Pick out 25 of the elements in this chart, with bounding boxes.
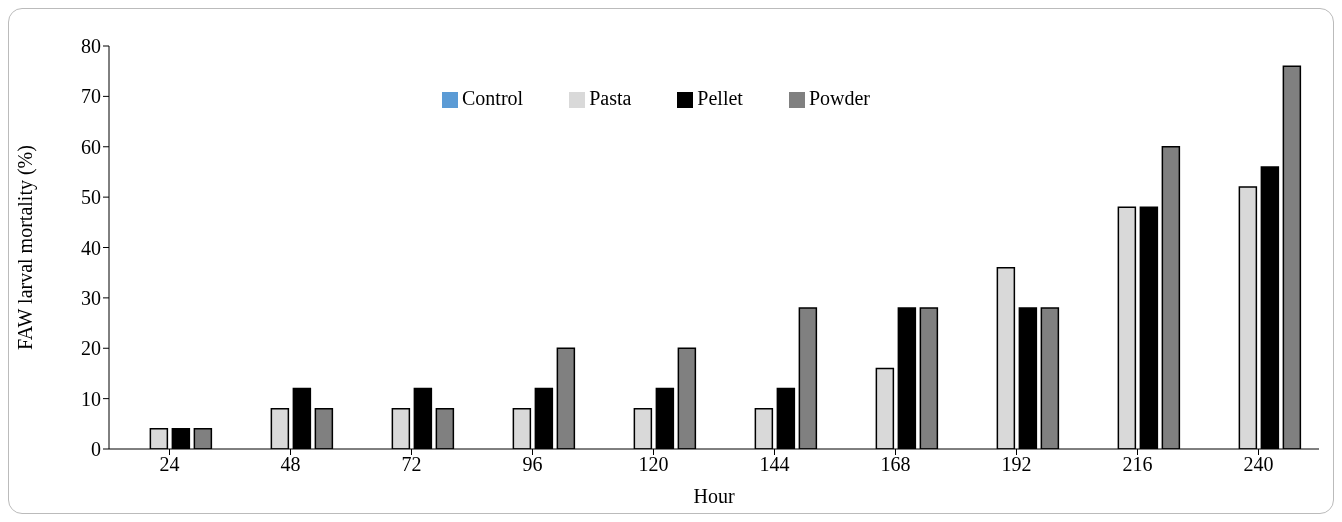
x-tick-label: 96 [522, 453, 543, 476]
y-tick-label: 10 [81, 387, 101, 410]
y-tick-label: 80 [81, 35, 101, 58]
y-axis-title: FAW larval mortality (%) [14, 145, 38, 350]
x-tick-label: 216 [1122, 453, 1153, 476]
x-axis-title: Hour [693, 485, 735, 507]
x-tick-label: 168 [880, 453, 911, 476]
y-tick-label: 40 [81, 236, 101, 259]
x-tick-label: 120 [638, 453, 669, 476]
y-tick-label: 60 [81, 135, 101, 158]
y-tick-label: 70 [81, 85, 101, 108]
x-tick-label: 24 [159, 453, 180, 476]
legend-label: Control [462, 87, 524, 109]
legend-label: Pasta [589, 87, 632, 109]
legend-label: Powder [808, 87, 870, 109]
x-tick-label: 144 [759, 453, 790, 476]
y-tick-label: 50 [81, 186, 101, 209]
x-tick-label: 192 [1001, 453, 1032, 476]
x-tick-label: 240 [1243, 453, 1274, 476]
x-tick-label: 48 [280, 453, 301, 476]
y-tick-label: 30 [81, 286, 101, 309]
y-tick-label: 20 [81, 337, 101, 360]
x-tick-label: 72 [401, 453, 422, 476]
legend-label: Pellet [697, 87, 743, 109]
y-tick-label: 0 [91, 438, 101, 461]
